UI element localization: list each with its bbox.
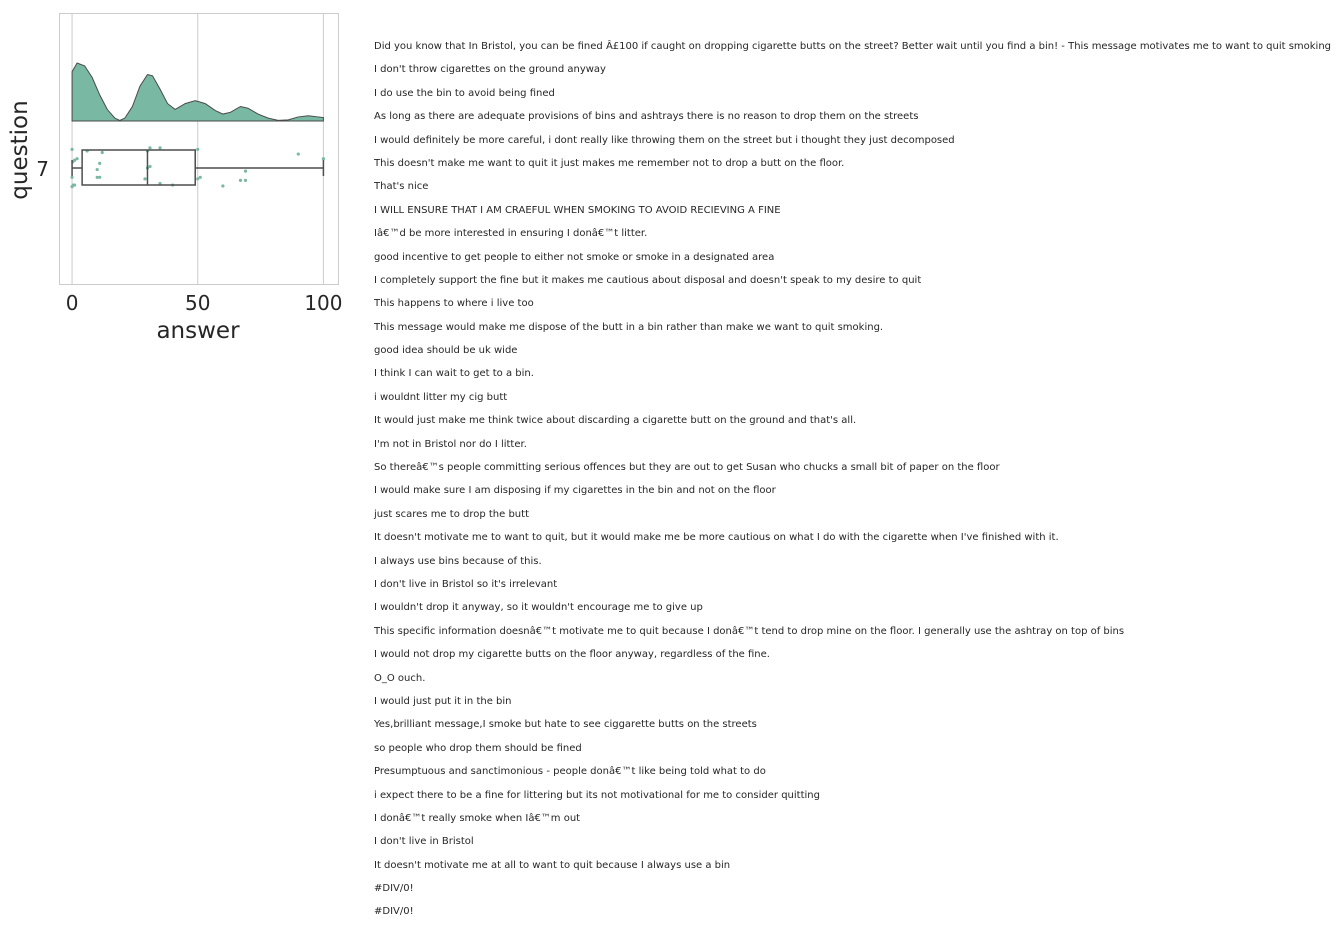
data-point [243, 169, 248, 173]
data-point [70, 175, 74, 179]
data-point [158, 146, 162, 150]
comment-item: That's nice [374, 181, 429, 193]
density-cloud [71, 62, 324, 122]
comment-item: #DIV/0! [374, 906, 414, 918]
comment-item: It doesn't motivate me at all to want to… [374, 859, 731, 871]
y-axis-label: question [7, 100, 33, 199]
y-tick-label: 7 [36, 157, 49, 181]
comment-item: i expect there to be a fine for litterin… [374, 789, 820, 801]
data-point [95, 167, 99, 172]
comment-item: So thereâ€™s people committing serious o… [374, 462, 1000, 474]
comment-item: so people who drop them should be fined [374, 742, 582, 754]
x-axis-label: answer [156, 318, 240, 344]
plot-area [59, 13, 339, 285]
comment-list: Did you know that In Bristol, you can be… [374, 40, 1331, 929]
comment-item: i wouldnt litter my cig butt [374, 391, 508, 403]
comment-item: I don't throw cigarettes on the ground a… [374, 64, 606, 76]
comment-item: good incentive to get people to either n… [374, 251, 775, 263]
data-point [148, 146, 152, 150]
comment-item: I always use bins because of this. [374, 555, 542, 567]
comment-item: I wouldn't drop it anyway, so it wouldn'… [374, 602, 703, 614]
data-point [98, 175, 102, 179]
comment-item: I would definitely be more careful, i do… [374, 134, 955, 146]
plot-frame [59, 13, 339, 285]
comment-item: This specific information doesnâ€™t moti… [374, 625, 1125, 637]
comment-item: I think I can wait to get to a bin. [374, 368, 534, 380]
data-point [196, 147, 200, 151]
data-point [148, 164, 152, 169]
box-plot [71, 149, 325, 186]
comment-item: Presumptuous and sanctimonious - people … [374, 766, 766, 778]
comment-item: I donâ€™t really smoke when Iâ€™m out [374, 812, 581, 824]
box-iqr [81, 149, 196, 186]
comment-item: O_O ouch. [374, 672, 426, 684]
data-point [198, 175, 202, 179]
data-point [100, 150, 104, 155]
data-point [98, 161, 102, 165]
comment-item: good idea should be uk wide [374, 345, 518, 357]
comment-item: I WILL ENSURE THAT I AM CRAEFUL WHEN SMO… [374, 204, 781, 216]
data-point [75, 157, 79, 161]
data-point [221, 184, 225, 188]
density-shape [71, 62, 324, 122]
comment-item: I don't live in Bristol so it's irreleva… [374, 578, 558, 590]
data-point [72, 158, 77, 162]
data-point [296, 152, 300, 156]
comment-item: It would just make me think twice about … [374, 415, 857, 427]
data-point [143, 177, 147, 181]
comment-item: I do use the bin to avoid being fined [374, 87, 555, 99]
comment-item: just scares me to drop the butt [374, 508, 529, 520]
comment-item: #DIV/0! [374, 883, 414, 895]
comment-item: It doesn't motivate me to want to quit, … [374, 532, 1059, 544]
comment-item: I don't live in Bristol [374, 836, 474, 848]
data-point [243, 178, 248, 182]
data-point [321, 157, 326, 161]
comment-item: As long as there are adequate provisions… [374, 111, 919, 123]
comment-item: I would make sure I am disposing if my c… [374, 485, 776, 497]
comment-item: I would just put it in the bin [374, 695, 512, 707]
comment-item: I'm not in Bristol nor do I litter. [374, 438, 527, 450]
data-point [95, 175, 99, 179]
comment-item: I completely support the fine but it mak… [374, 274, 922, 286]
x-tick-label: 50 [185, 291, 210, 315]
comment-item: This message would make me dispose of th… [374, 321, 884, 333]
comment-item: Iâ€™d be more interested in ensuring I d… [374, 228, 648, 240]
data-point [70, 147, 74, 151]
comment-item: Yes,brilliant message,I smoke but hate t… [374, 719, 757, 731]
x-tick-label: 100 [304, 291, 342, 315]
data-point [196, 177, 200, 181]
raincloud-chart: 0 50 100 7 answer question [7, 13, 343, 344]
data-point [238, 178, 243, 182]
comment-item: I would not drop my cigarette butts on t… [374, 649, 770, 661]
x-tick-label: 0 [66, 291, 79, 315]
data-point [72, 183, 77, 187]
comment-item: This doesn't make me want to quit it jus… [374, 157, 845, 169]
comment-item: Did you know that In Bristol, you can be… [374, 41, 1332, 52]
comment-item: This happens to where i live too [374, 298, 534, 310]
x-tick-labels: 0 50 100 [66, 291, 343, 315]
